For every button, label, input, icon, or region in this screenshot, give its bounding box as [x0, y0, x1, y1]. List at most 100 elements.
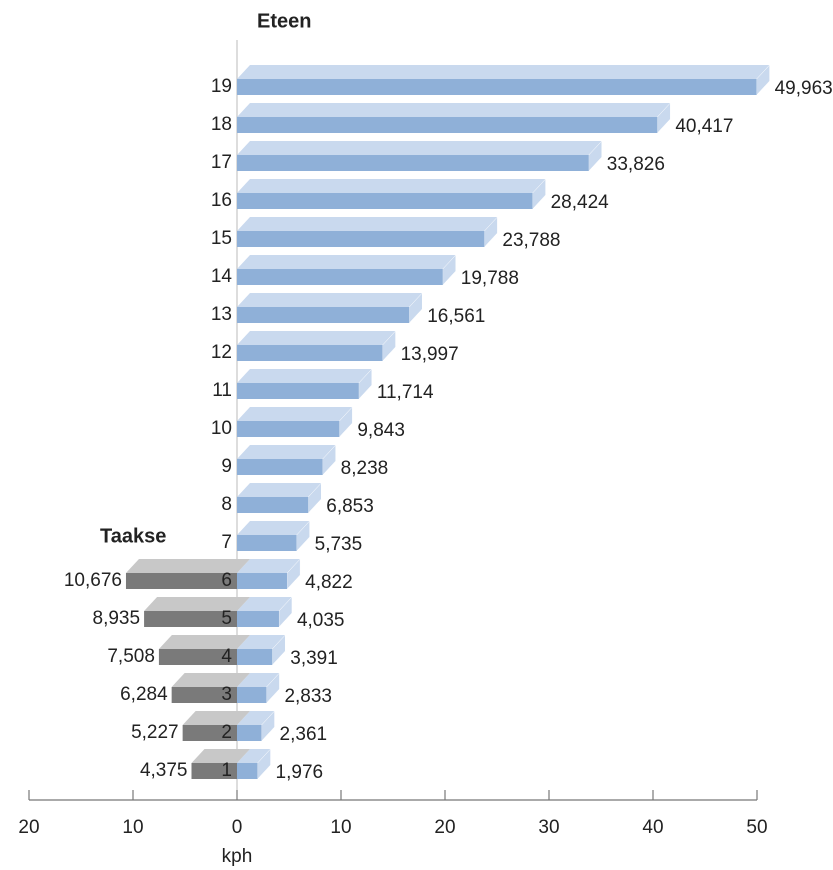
value-label: 1,976 — [276, 762, 324, 783]
category-label: 2 — [221, 722, 232, 743]
bar-top — [237, 483, 322, 497]
bar-top — [237, 255, 456, 269]
value-label: 4,822 — [305, 572, 353, 593]
bar-top — [237, 103, 671, 117]
x-tick-label: 0 — [232, 817, 243, 838]
bar-top — [237, 673, 280, 687]
series-title: Eteen — [257, 10, 311, 32]
bar — [237, 611, 279, 627]
bar — [237, 155, 589, 171]
category-label: 15 — [211, 228, 232, 249]
value-label: 19,788 — [461, 268, 519, 289]
bar — [237, 725, 262, 741]
x-axis-label: kph — [222, 846, 253, 867]
category-label: 1 — [221, 760, 232, 781]
bar-top — [237, 749, 271, 763]
value-label: 8,935 — [93, 608, 141, 629]
category-label: 16 — [211, 190, 232, 211]
value-label: 9,843 — [357, 420, 405, 441]
bar-top — [191, 749, 250, 763]
bar — [125, 573, 237, 589]
bar-top — [237, 407, 353, 421]
category-label: 3 — [221, 684, 232, 705]
category-label: 8 — [221, 494, 232, 515]
value-label: 49,963 — [775, 78, 833, 99]
bar-top — [237, 521, 310, 535]
bar — [237, 497, 309, 513]
bar-top — [237, 711, 275, 725]
bar-top — [144, 597, 250, 611]
value-label: 3,391 — [290, 648, 338, 669]
bar — [237, 231, 485, 247]
series-title: Taakse — [100, 525, 166, 547]
x-tick-label: 30 — [538, 817, 559, 838]
value-label: 4,035 — [297, 610, 345, 631]
bar-top — [237, 369, 372, 383]
value-label: 2,833 — [284, 686, 332, 707]
value-label: 11,714 — [377, 382, 434, 403]
bar — [158, 649, 237, 665]
bar — [237, 345, 383, 361]
x-tick-label: 50 — [746, 817, 767, 838]
bar-top — [171, 673, 250, 687]
bar — [237, 687, 267, 703]
bar — [237, 193, 533, 209]
bar — [237, 383, 359, 399]
category-label: 7 — [221, 532, 232, 553]
category-label: 14 — [211, 266, 233, 287]
value-label: 6,853 — [326, 496, 374, 517]
category-label: 5 — [221, 608, 232, 629]
bar — [237, 649, 273, 665]
x-tick-label: 20 — [18, 817, 39, 838]
category-label: 6 — [221, 570, 232, 591]
x-tick-label: 20 — [434, 817, 455, 838]
value-label: 5,227 — [131, 722, 179, 743]
value-label: 2,361 — [280, 724, 328, 745]
category-label: 12 — [211, 342, 232, 363]
bar — [237, 269, 443, 285]
bar-top — [237, 559, 301, 573]
category-label: 18 — [211, 114, 232, 135]
value-label: 16,561 — [427, 306, 485, 327]
bar-top — [237, 217, 498, 231]
bar-top — [237, 635, 286, 649]
bar — [237, 117, 658, 133]
bar — [237, 459, 323, 475]
value-label: 4,375 — [140, 760, 188, 781]
bar-top — [158, 635, 250, 649]
bar — [237, 421, 340, 437]
bar-top — [237, 293, 423, 307]
value-label: 10,676 — [64, 570, 122, 591]
category-label: 11 — [212, 380, 232, 401]
category-label: 9 — [221, 456, 232, 477]
bar — [237, 79, 757, 95]
bar-top — [237, 141, 602, 155]
value-label: 40,417 — [675, 116, 733, 137]
bar — [182, 725, 237, 741]
x-tick-label: 40 — [642, 817, 663, 838]
bar-top — [125, 559, 250, 573]
bar — [171, 687, 237, 703]
value-label: 8,238 — [341, 458, 389, 479]
category-label: 10 — [211, 418, 232, 439]
category-label: 19 — [211, 76, 232, 97]
bar — [237, 763, 258, 779]
bar — [237, 573, 288, 589]
value-label: 28,424 — [551, 192, 610, 213]
bar-top — [237, 179, 546, 193]
bar-top — [237, 331, 396, 345]
value-label: 33,826 — [607, 154, 665, 175]
bar-top — [237, 445, 336, 459]
category-label: 13 — [211, 304, 232, 325]
bar-top — [182, 711, 250, 725]
bar — [237, 307, 410, 323]
bar — [191, 763, 237, 779]
bar — [237, 535, 297, 551]
value-label: 7,508 — [107, 646, 155, 667]
bar — [144, 611, 237, 627]
value-label: 6,284 — [120, 684, 168, 705]
bar-top — [237, 65, 770, 79]
value-label: 23,788 — [502, 230, 560, 251]
category-label: 17 — [211, 152, 232, 173]
